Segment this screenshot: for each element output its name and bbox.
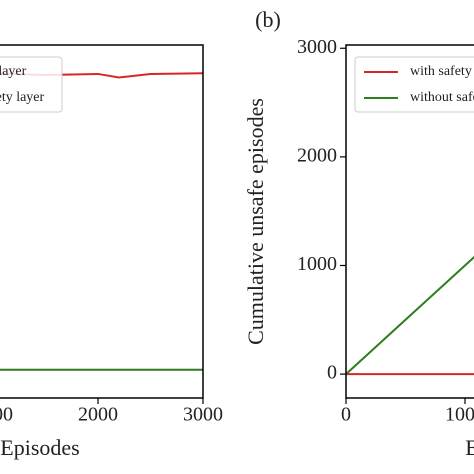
plot-frame	[0, 44, 204, 399]
legend-label: without safety layer	[410, 90, 474, 105]
plot-frame	[345, 44, 474, 399]
series-line	[346, 255, 474, 375]
x-tick-label: 1000	[0, 404, 13, 426]
y-axis-label: Cumulative unsafe episodes	[243, 98, 268, 345]
legend-label: without safety layer	[0, 90, 45, 105]
y-tick-label: 1000	[297, 253, 337, 275]
panel: 01000200030000100020003000with safety la…	[243, 7, 474, 460]
x-tick-label: 1000	[445, 404, 474, 426]
y-tick-label: 2000	[297, 144, 337, 166]
legend-label: with safety layer	[410, 64, 474, 79]
x-axis-label: Episodes	[465, 435, 474, 460]
y-tick-label: 3000	[297, 36, 337, 58]
x-axis-label: Episodes	[0, 435, 79, 460]
x-tick-label: 3000	[183, 404, 223, 426]
legend-box	[0, 56, 63, 113]
x-tick-label: 0	[341, 404, 351, 426]
legend-label: with safety layer	[0, 64, 27, 79]
panel-title: (b)	[255, 7, 281, 32]
x-tick-label: 2000	[78, 404, 118, 426]
series-line	[0, 72, 203, 79]
y-tick-label: 0	[327, 362, 337, 384]
